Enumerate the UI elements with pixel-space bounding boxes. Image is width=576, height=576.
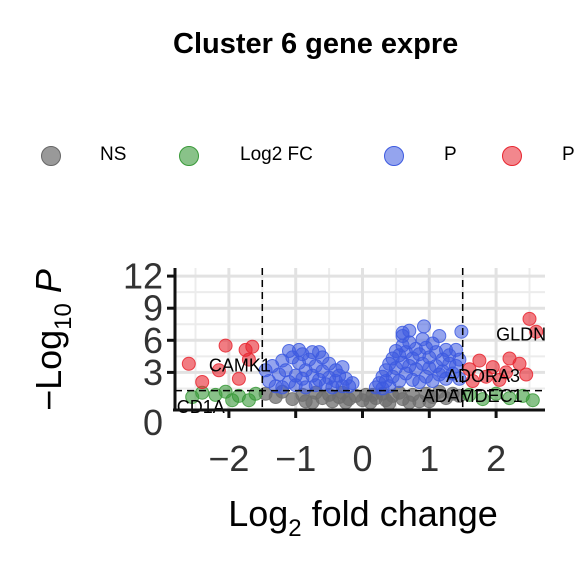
- data-point-p: [335, 360, 350, 375]
- legend-marker-fc: [179, 146, 199, 166]
- data-point-ns: [422, 394, 437, 409]
- data-point-p: [402, 323, 417, 338]
- data-point-pfc: [181, 356, 196, 371]
- legend: NS Log2 FC P P: [0, 138, 576, 172]
- data-point-pfc: [195, 375, 210, 389]
- legend-label-p-fc: P: [562, 144, 575, 165]
- data-point-pfc: [245, 339, 260, 354]
- data-point-p: [312, 345, 327, 360]
- data-point-ns: [338, 395, 353, 410]
- x-tick-label: −1: [275, 438, 316, 479]
- data-point-fc: [525, 393, 540, 408]
- legend-marker-ns: [41, 146, 61, 166]
- legend-label-fc: Log2 FC: [240, 144, 313, 165]
- data-point-pfc: [499, 365, 514, 380]
- data-point-p: [345, 376, 360, 391]
- legend-label-ns: NS: [100, 144, 127, 165]
- legend-marker-p-fc: [502, 146, 522, 166]
- gene-label: CD1A: [177, 397, 225, 417]
- y-tick-label: 12: [123, 256, 163, 297]
- gene-label: ADAMDEC1: [423, 386, 523, 406]
- data-point-ns: [305, 395, 320, 410]
- y-tick-label: 6: [143, 320, 163, 361]
- data-point-fc: [502, 391, 517, 406]
- x-tick-label: −2: [208, 438, 249, 479]
- cutoff-lines: [175, 268, 545, 410]
- x-tick-label: 0: [352, 438, 372, 479]
- data-point-pfc: [472, 353, 487, 368]
- data-point-ns: [402, 395, 417, 410]
- data-point-pfc: [231, 371, 246, 386]
- data-point-fc: [248, 386, 263, 401]
- y-tick-label: 3: [143, 352, 163, 393]
- y-tick-label: 9: [143, 288, 163, 329]
- data-point-p: [452, 352, 467, 367]
- x-axis-label: Log2 fold change: [228, 493, 498, 542]
- x-tick-label: 1: [419, 438, 439, 479]
- data-point-pfc: [211, 363, 226, 378]
- data-point-pfc: [529, 324, 544, 339]
- data-point-ns: [382, 396, 397, 411]
- data-point-pfc: [512, 356, 527, 371]
- data-point-pfc: [522, 311, 537, 326]
- gene-label: CAMK1: [209, 355, 271, 375]
- gene-label: GLDN: [496, 324, 546, 344]
- y-axis-label: −Log10 P: [28, 269, 77, 411]
- data-point-pfc: [479, 369, 494, 384]
- chart-title: Cluster 6 gene expre: [173, 28, 459, 60]
- gene-label: ADORA3: [446, 366, 520, 386]
- data-point-pfc: [218, 338, 233, 353]
- data-point-pfc: [485, 360, 500, 375]
- data-point-fc: [475, 392, 490, 407]
- data-points: [181, 311, 544, 411]
- data-point-p: [417, 319, 431, 334]
- data-point-p: [454, 324, 469, 339]
- y-tick-label: 0: [143, 402, 163, 443]
- legend-marker-p: [384, 146, 404, 166]
- x-tick-label: 2: [486, 438, 506, 479]
- x-axis-ticks: −2 −1 0 1 2: [208, 410, 506, 479]
- data-point-pfc: [519, 367, 534, 382]
- data-point-pfc: [241, 352, 256, 367]
- data-point-p: [432, 329, 447, 343]
- data-point-pfc: [465, 374, 480, 388]
- legend-label-p: P: [444, 144, 457, 165]
- data-point-p: [292, 342, 306, 357]
